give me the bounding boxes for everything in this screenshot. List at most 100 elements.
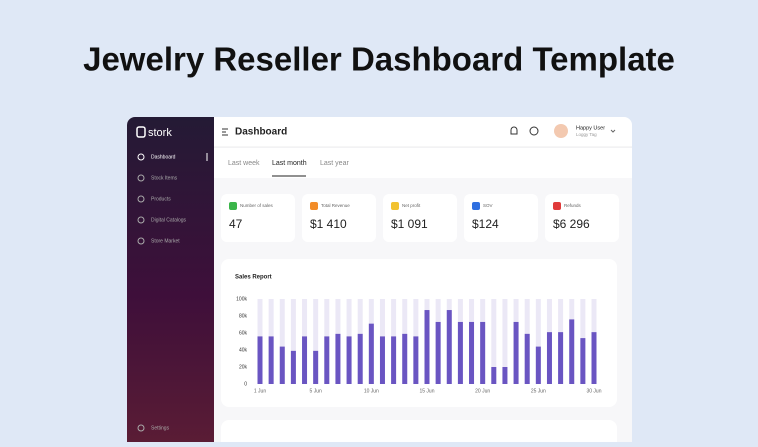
bar xyxy=(502,367,508,384)
stat-card xyxy=(383,194,457,242)
nav-item[interactable]: Stock Items xyxy=(151,175,178,181)
x-tick-label: 25 Jun xyxy=(531,388,546,394)
stat-value: $6 296 xyxy=(553,217,590,231)
y-tick-label: 0 xyxy=(244,381,247,387)
bar xyxy=(346,336,352,384)
stat-label: Total Revenue xyxy=(321,203,350,208)
chart-title: Sales Report xyxy=(235,275,272,281)
bar xyxy=(324,336,330,384)
bar-track xyxy=(279,299,285,384)
y-tick-label: 20k xyxy=(239,364,248,370)
stat-card xyxy=(221,194,295,242)
bar xyxy=(469,321,475,384)
next-card xyxy=(221,420,617,447)
y-tick-label: 80k xyxy=(239,313,248,319)
stat-label: SOV xyxy=(483,203,493,208)
stat-card xyxy=(545,194,619,242)
nav-item[interactable]: Dashboard xyxy=(151,154,176,160)
bar xyxy=(268,336,274,384)
nav-icon xyxy=(137,195,145,203)
bar xyxy=(413,336,419,384)
bar-track xyxy=(502,299,508,384)
bar-track xyxy=(535,299,541,384)
x-tick-label: 1 Jun xyxy=(254,388,266,394)
stat-icon xyxy=(229,202,237,210)
bar xyxy=(424,310,430,384)
user-name: Happy User xyxy=(576,125,605,131)
settings-icon xyxy=(137,424,145,432)
chat-icon[interactable] xyxy=(529,126,539,136)
bell-icon[interactable] xyxy=(510,126,518,135)
bar xyxy=(435,321,441,384)
header-title: Dashboard xyxy=(235,127,287,138)
y-tick-label: 100k xyxy=(236,296,247,302)
bar xyxy=(591,332,597,384)
bar-track xyxy=(491,299,497,384)
bar xyxy=(524,333,530,384)
bar xyxy=(558,332,564,384)
bar xyxy=(402,333,408,384)
stat-label: Number of sales xyxy=(240,203,274,208)
bar xyxy=(391,336,397,384)
tab[interactable]: Last week xyxy=(228,160,260,167)
logo-icon xyxy=(136,126,146,138)
user-role: Loggy Tag xyxy=(576,132,597,137)
stat-value: $1 091 xyxy=(391,217,428,231)
nav-icon xyxy=(137,174,145,182)
tab[interactable]: Last month xyxy=(272,160,307,167)
stat-card xyxy=(302,194,376,242)
bar xyxy=(480,321,486,384)
menu-icon[interactable] xyxy=(222,128,228,136)
bar xyxy=(290,350,296,384)
nav-icon xyxy=(137,153,145,161)
y-tick-label: 60k xyxy=(239,330,248,336)
x-tick-label: 15 Jun xyxy=(419,388,434,394)
stat-icon xyxy=(553,202,561,210)
bar xyxy=(257,336,263,384)
bar xyxy=(491,367,497,384)
x-tick-label: 20 Jun xyxy=(475,388,490,394)
bar xyxy=(368,323,374,384)
bar xyxy=(580,338,586,384)
bar xyxy=(357,333,363,384)
x-tick-label: 5 Jun xyxy=(310,388,322,394)
stat-card xyxy=(464,194,538,242)
settings-link[interactable]: Settings xyxy=(151,425,170,431)
logo: stork xyxy=(148,127,172,139)
bar xyxy=(513,321,519,384)
bar-track xyxy=(313,299,319,384)
nav-icon xyxy=(137,216,145,224)
user-dropdown[interactable] xyxy=(610,129,616,133)
bar xyxy=(569,319,575,384)
nav-icon xyxy=(137,237,145,245)
tab[interactable]: Last year xyxy=(320,160,349,167)
nav-item[interactable]: Store Market xyxy=(151,238,180,244)
stat-label: Refunds xyxy=(564,203,582,208)
bar xyxy=(313,350,319,384)
avatar[interactable] xyxy=(554,124,568,138)
y-tick-label: 40k xyxy=(239,347,248,353)
x-tick-label: 10 Jun xyxy=(364,388,379,394)
sidebar xyxy=(127,117,214,442)
nav-item[interactable]: Digital Catalogs xyxy=(151,217,187,223)
bar xyxy=(335,333,341,384)
bar xyxy=(302,336,308,384)
stat-label: Net profit xyxy=(402,203,421,208)
stat-value: $1 410 xyxy=(310,217,347,231)
bar xyxy=(546,332,552,384)
stat-value: 47 xyxy=(229,217,243,231)
stat-icon xyxy=(391,202,399,210)
stat-value: $124 xyxy=(472,217,499,231)
bar xyxy=(279,346,285,384)
nav-item[interactable]: Products xyxy=(151,196,171,202)
x-tick-label: 30 Jun xyxy=(586,388,601,394)
bar xyxy=(457,321,463,384)
page-title: Jewelry Reseller Dashboard Template xyxy=(83,41,675,78)
bar xyxy=(379,336,385,384)
stat-icon xyxy=(310,202,318,210)
bar xyxy=(535,346,541,384)
tab-bar xyxy=(214,148,632,178)
bar-track xyxy=(290,299,296,384)
